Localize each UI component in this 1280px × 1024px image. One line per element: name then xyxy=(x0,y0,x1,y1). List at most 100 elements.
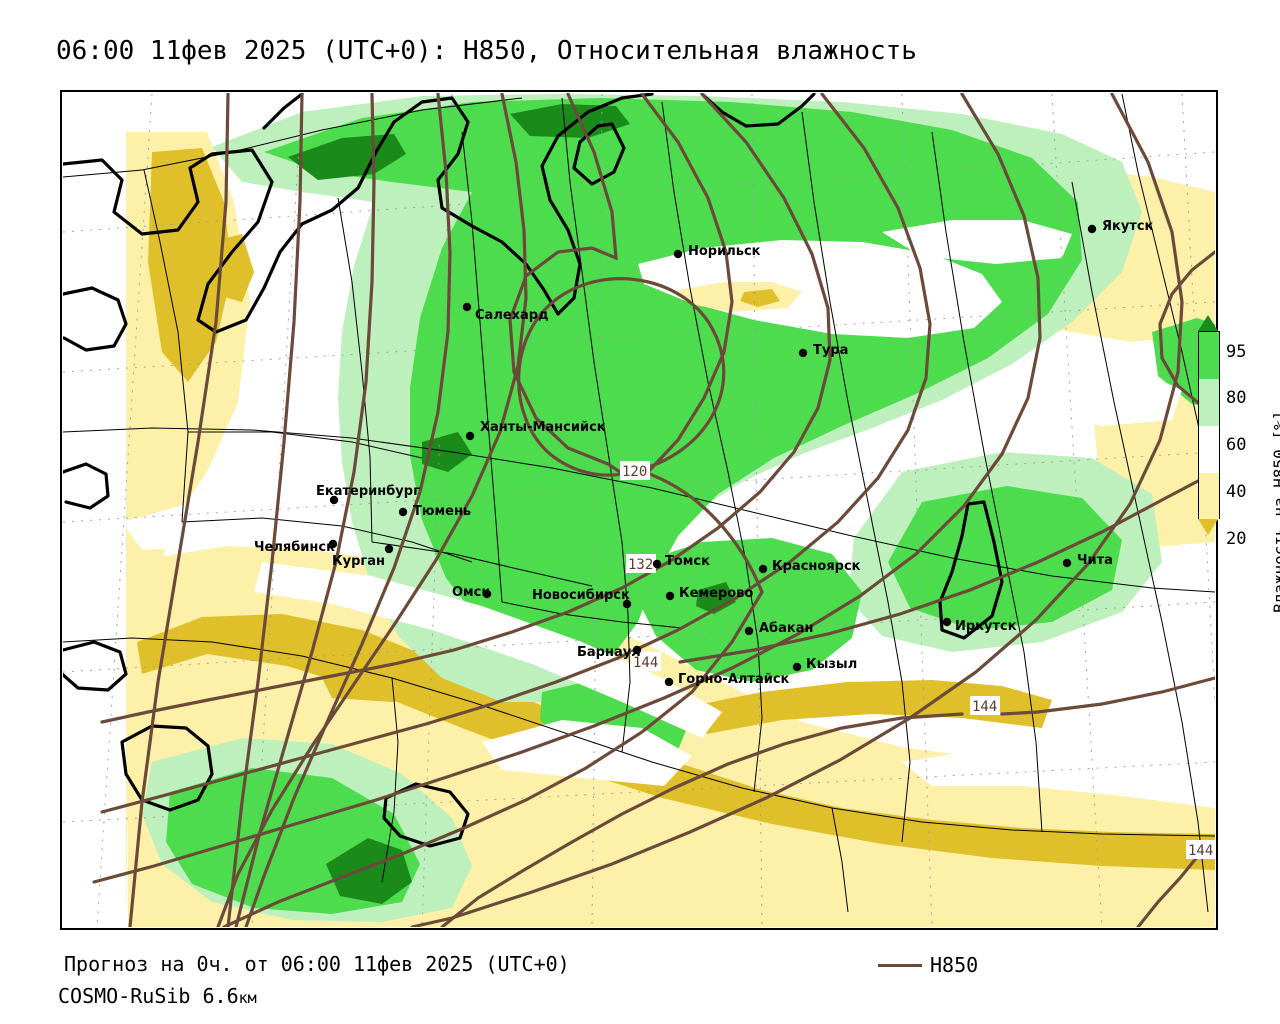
city-label: Барнаул xyxy=(577,645,641,660)
colorbar-band-60-80 xyxy=(1199,379,1219,426)
city-dot xyxy=(465,431,475,441)
colorbar-band-80-95 xyxy=(1199,332,1219,379)
city-label: Кемерово xyxy=(679,586,753,601)
city-marker: Горно-Алтайск xyxy=(664,672,790,687)
model-info: COSMO-RuSib 6.6км xyxy=(58,984,257,1008)
contour-label-text: 144 xyxy=(972,699,997,715)
city-marker: Чита xyxy=(1062,553,1113,568)
city-dot xyxy=(792,662,802,672)
city-label: Курган xyxy=(332,554,385,569)
city-label: Ханты-Мансийск xyxy=(480,420,606,435)
city-marker: Омск xyxy=(452,585,492,600)
city-marker: Томск xyxy=(652,554,710,569)
contour-label: 132 xyxy=(626,554,656,573)
colorbar-ticks: 95 80 60 40 20 xyxy=(1226,320,1266,548)
colorbar-band-40-60 xyxy=(1199,426,1219,473)
city-marker: Норильск xyxy=(673,244,761,259)
city-label: Новосибирск xyxy=(532,588,630,603)
humidity-field xyxy=(63,93,1215,927)
contour-label: 144 xyxy=(1186,840,1215,859)
city-marker: Екатеринбург xyxy=(316,484,420,505)
city-label: Тура xyxy=(813,343,848,358)
contour-label: 120 xyxy=(620,461,650,480)
map-canvas: 120 132 144 144 144 Якутск Норильск Салеха… xyxy=(63,93,1215,927)
colorbar-bottom-arrow xyxy=(1198,519,1218,535)
h850-legend-line xyxy=(878,964,922,967)
contour-labels: 120 132 144 144 144 xyxy=(620,461,1215,859)
contour-label-text: 144 xyxy=(1188,843,1213,859)
contour-label: 144 xyxy=(631,652,661,671)
city-dot xyxy=(652,559,662,569)
city-label: Томск xyxy=(665,554,710,569)
city-dot xyxy=(384,544,394,554)
page-title: 06:00 11фев 2025 (UTC+0): H850, Относите… xyxy=(56,36,917,66)
colorbar-tick-60: 60 xyxy=(1226,435,1247,455)
model-name: COSMO-RuSib 6.6 xyxy=(58,984,239,1008)
city-label: Красноярск xyxy=(772,559,861,574)
colorbar-tick-20: 20 xyxy=(1226,529,1247,549)
city-marker: Барнаул xyxy=(577,645,642,660)
h850-legend-label: H850 xyxy=(930,953,979,977)
colorbar-axis-title: Влажность на H850 [%] xyxy=(1248,345,1280,615)
city-dot xyxy=(798,348,808,358)
colorbar-tick-95: 95 xyxy=(1226,342,1247,362)
contour-label-text: 120 xyxy=(622,464,647,480)
model-unit: км xyxy=(238,989,257,1007)
city-dot xyxy=(744,626,754,636)
map-panel: 120 132 144 144 144 Якутск Норильск Салеха… xyxy=(60,90,1218,930)
city-marker: Кемерово xyxy=(665,586,753,601)
colorbar-axis-title-text: Влажность на H850 [%] xyxy=(1270,410,1280,613)
colorbar-tick-80: 80 xyxy=(1226,388,1247,408)
city-marker: Челябинск xyxy=(254,539,338,555)
h850-contours xyxy=(92,93,1215,927)
city-dot xyxy=(942,617,952,627)
city-marker: Салехард xyxy=(462,302,549,323)
colorbar-top-arrow xyxy=(1198,315,1218,331)
city-marker: Красноярск xyxy=(758,559,861,574)
city-label: Горно-Алтайск xyxy=(678,672,790,687)
city-marker: Абакан xyxy=(744,621,814,636)
city-label: Чита xyxy=(1077,553,1113,568)
city-marker: Иркутск xyxy=(942,617,1017,634)
city-marker: Курган xyxy=(332,544,394,569)
colorbar-tick-40: 40 xyxy=(1226,482,1247,502)
city-marker: Тура xyxy=(798,343,848,358)
forecast-info: Прогноз на 0ч. от 06:00 11фев 2025 (UTC+… xyxy=(64,952,570,976)
city-dot xyxy=(758,564,768,574)
city-label: Абакан xyxy=(759,621,814,636)
coastlines xyxy=(63,93,1004,848)
city-marker: Тюмень xyxy=(398,504,471,519)
city-marker: Ханты-Мансийск xyxy=(465,420,606,441)
city-dot xyxy=(329,495,339,505)
city-label: Тюмень xyxy=(413,504,471,519)
city-dot xyxy=(665,591,675,601)
city-label: Салехард xyxy=(475,308,549,323)
city-marker: Якутск xyxy=(1087,219,1154,234)
city-label: Якутск xyxy=(1102,219,1154,234)
contour-label: 144 xyxy=(970,696,1000,715)
city-dot xyxy=(328,539,338,549)
city-label: Екатеринбург xyxy=(316,484,420,499)
city-dot xyxy=(1062,558,1072,568)
city-dot xyxy=(622,599,632,609)
city-dot xyxy=(673,249,683,259)
admin-borders xyxy=(63,93,1215,913)
colorbar-bands xyxy=(1198,331,1220,520)
city-dot xyxy=(398,507,408,517)
city-marker: Кызыл xyxy=(792,657,857,672)
city-dot xyxy=(632,645,642,655)
city-dot xyxy=(1087,224,1097,234)
colorbar-band-20-40 xyxy=(1199,473,1219,520)
city-dot xyxy=(664,677,674,687)
city-label: Кызыл xyxy=(806,657,857,672)
colorbar xyxy=(1198,315,1220,535)
city-dot xyxy=(482,589,492,599)
city-label: Омск xyxy=(452,585,490,600)
contour-label-text: 132 xyxy=(628,557,653,573)
contour-label-text: 144 xyxy=(633,655,658,671)
city-label: Норильск xyxy=(688,244,761,259)
city-dot xyxy=(462,302,472,312)
city-marker: Новосибирск xyxy=(532,588,632,609)
city-markers: Якутск Норильск Салехард Тура Ханты-Мансийск… xyxy=(254,219,1154,687)
